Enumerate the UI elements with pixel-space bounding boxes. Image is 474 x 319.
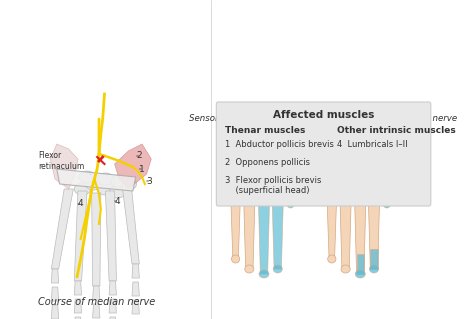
Ellipse shape — [79, 171, 95, 183]
Ellipse shape — [120, 178, 137, 190]
Text: Other intrinsic muscles: Other intrinsic muscles — [337, 126, 456, 135]
Ellipse shape — [369, 265, 379, 273]
Ellipse shape — [245, 265, 254, 273]
Polygon shape — [122, 184, 139, 264]
Polygon shape — [244, 204, 255, 269]
Polygon shape — [57, 169, 136, 191]
Polygon shape — [109, 281, 117, 295]
Polygon shape — [231, 204, 240, 259]
Polygon shape — [109, 317, 117, 319]
Polygon shape — [368, 204, 380, 269]
Polygon shape — [74, 317, 82, 319]
Text: 4  Lumbricals I–II: 4 Lumbricals I–II — [337, 140, 408, 149]
Text: 3: 3 — [146, 176, 152, 186]
Text: 1  Abductor pollicis brevis: 1 Abductor pollicis brevis — [226, 140, 334, 149]
Polygon shape — [50, 144, 78, 189]
Polygon shape — [51, 305, 59, 319]
Polygon shape — [132, 282, 139, 296]
Ellipse shape — [273, 265, 283, 273]
Polygon shape — [92, 286, 100, 300]
Polygon shape — [105, 191, 117, 281]
Polygon shape — [74, 281, 82, 295]
Polygon shape — [91, 193, 101, 286]
Polygon shape — [382, 159, 392, 204]
Text: Dorsal aspect: Dorsal aspect — [331, 132, 393, 141]
Ellipse shape — [383, 200, 391, 208]
Text: 3  Flexor pollicis brevis
    (superficial head): 3 Flexor pollicis brevis (superficial he… — [226, 176, 322, 196]
Ellipse shape — [259, 270, 269, 278]
Ellipse shape — [85, 178, 102, 190]
Polygon shape — [330, 144, 385, 204]
Polygon shape — [370, 249, 378, 269]
Ellipse shape — [111, 175, 128, 187]
Polygon shape — [109, 299, 117, 313]
Polygon shape — [115, 144, 151, 189]
FancyBboxPatch shape — [216, 102, 431, 206]
Polygon shape — [51, 189, 73, 269]
Polygon shape — [74, 191, 87, 281]
Text: 1: 1 — [139, 165, 145, 174]
Polygon shape — [340, 204, 351, 269]
Text: Palmar aspect: Palmar aspect — [234, 132, 298, 141]
Ellipse shape — [97, 183, 114, 195]
Polygon shape — [356, 254, 364, 274]
Text: Affected muscles: Affected muscles — [273, 110, 374, 120]
Polygon shape — [327, 204, 337, 259]
Polygon shape — [74, 299, 82, 313]
Ellipse shape — [109, 186, 126, 198]
Polygon shape — [234, 144, 289, 204]
Polygon shape — [258, 204, 270, 274]
Polygon shape — [250, 144, 289, 204]
Polygon shape — [51, 287, 59, 301]
Polygon shape — [51, 269, 59, 283]
Polygon shape — [132, 300, 139, 314]
Polygon shape — [272, 204, 283, 269]
Ellipse shape — [97, 173, 114, 185]
Polygon shape — [390, 194, 401, 206]
Text: 2  Opponens pollicis: 2 Opponens pollicis — [226, 158, 310, 167]
Ellipse shape — [328, 255, 336, 263]
Polygon shape — [289, 169, 305, 206]
Ellipse shape — [74, 183, 91, 195]
Text: Course of median nerve: Course of median nerve — [37, 297, 155, 307]
Polygon shape — [385, 169, 401, 206]
Text: 4: 4 — [115, 197, 120, 205]
Ellipse shape — [341, 265, 350, 273]
Text: Flexor
retinaculum: Flexor retinaculum — [38, 151, 91, 175]
Text: 2: 2 — [137, 152, 142, 160]
Polygon shape — [384, 184, 390, 204]
Polygon shape — [355, 204, 366, 274]
Polygon shape — [286, 159, 295, 204]
Ellipse shape — [287, 200, 294, 208]
Ellipse shape — [231, 255, 240, 263]
Ellipse shape — [355, 270, 365, 278]
Polygon shape — [132, 264, 139, 278]
Polygon shape — [92, 304, 100, 318]
Text: Sensory deficit in the regions innervated by the median nerve: Sensory deficit in the regions innervate… — [189, 114, 457, 123]
Text: Thenar muscles: Thenar muscles — [226, 126, 306, 135]
Text: 4: 4 — [78, 199, 83, 209]
